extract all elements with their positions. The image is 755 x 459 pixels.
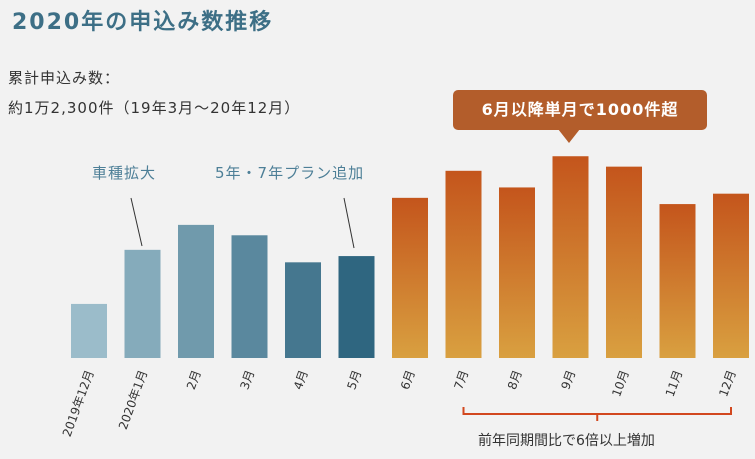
x-tick-label: 2月	[184, 368, 204, 391]
bar	[124, 249, 161, 358]
x-tick-label: 11月	[663, 368, 685, 398]
bracket-note: 前年同期間比で6倍以上増加	[478, 433, 655, 449]
annotation-leader-line	[343, 197, 355, 249]
bar	[445, 170, 482, 358]
x-tick-label: 2020年1月	[116, 368, 150, 431]
x-tick-label: 5月	[344, 368, 364, 391]
x-tick-label: 4月	[291, 368, 311, 391]
callout-box: 6月以降単月で1000件超	[453, 90, 707, 130]
bracket-line	[462, 407, 732, 421]
x-tick-label: 2019年12月	[60, 368, 97, 438]
bar	[285, 262, 321, 358]
bar	[499, 187, 535, 358]
x-tick-label: 7月	[451, 368, 471, 391]
bar	[178, 224, 214, 358]
bar	[392, 197, 428, 358]
bar	[231, 235, 268, 358]
bar	[606, 166, 642, 358]
x-tick-label: 9月	[558, 368, 578, 391]
callout-pointer	[558, 129, 580, 143]
callout-text: 6月以降単月で1000件超	[481, 100, 679, 119]
x-tick-label: 10月	[609, 368, 631, 398]
x-tick-label: 12月	[716, 368, 738, 398]
bar	[659, 204, 696, 358]
bar	[713, 193, 749, 358]
bar	[71, 303, 107, 358]
cumulative-label: 累計申込み数：	[8, 69, 121, 87]
chart-title: 2020年の申込み数推移	[12, 10, 274, 35]
x-tick-label: 8月	[505, 368, 525, 391]
x-tick-label: 3月	[237, 368, 257, 391]
annotation-vehicle-expansion: 車種拡大	[92, 164, 157, 182]
annotation-plan-added: 5年・7年プラン追加	[215, 164, 365, 182]
bar	[552, 156, 589, 358]
x-tick-label: 6月	[398, 368, 418, 391]
bar	[338, 256, 375, 358]
cumulative-value: 約1万2,300件（19年3月〜20年12月）	[8, 99, 301, 117]
annotation-leader-line	[130, 197, 143, 247]
